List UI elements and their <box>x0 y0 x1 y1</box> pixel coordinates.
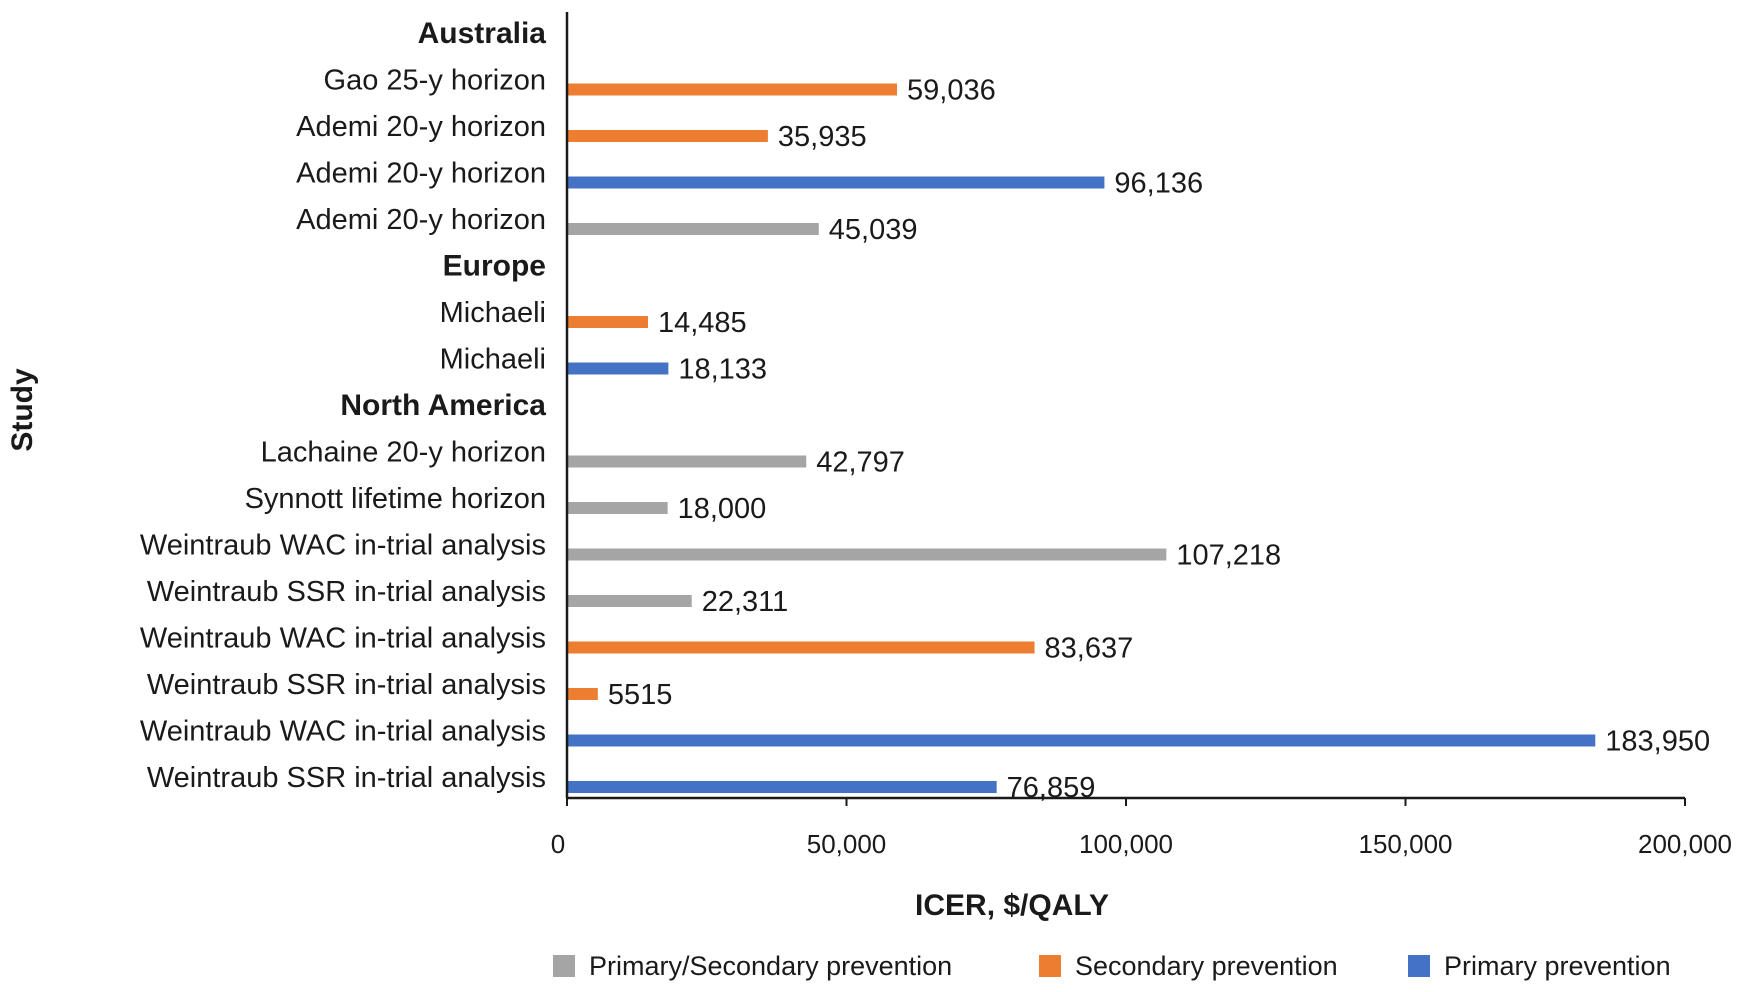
group-europe: Europe <box>443 250 546 283</box>
bar-primary-prevention <box>567 781 997 793</box>
bar-secondary-prevention <box>567 83 898 96</box>
bar-row: Gao 25-y horizon 59,036 <box>324 65 996 107</box>
legend-label: Secondary prevention <box>1075 951 1338 981</box>
value-label: 45,039 <box>829 214 918 246</box>
bar-primary-secondary-prevention <box>567 455 807 468</box>
bar-secondary-prevention <box>567 688 598 700</box>
bar-row: Weintraub SSR in-trial analysis 5515 <box>147 669 673 711</box>
value-label: 42,797 <box>816 447 905 479</box>
category-label: Ademi 20-y horizon <box>296 111 546 143</box>
bar-primary-secondary-prevention <box>567 548 1167 561</box>
bar-row: Michaeli 18,133 <box>440 344 767 386</box>
group-north-america: North America <box>340 389 546 422</box>
x-axis-title: ICER, $/QALY <box>915 889 1109 922</box>
legend-item-primary-secondary-prevention: Primary/Secondary prevention <box>553 951 952 981</box>
category-label: Michaeli <box>440 297 546 329</box>
category-label: Weintraub SSR in-trial analysis <box>147 669 546 701</box>
category-label: Weintraub WAC in-trial analysis <box>140 530 546 562</box>
category-label: Lachaine 20-y horizon <box>261 437 546 469</box>
legend-label: Primary/Secondary prevention <box>589 951 952 981</box>
x-tick-label: 100,000 <box>1079 829 1173 859</box>
bar-row: Ademi 20-y horizon 35,935 <box>296 111 866 153</box>
value-label: 183,950 <box>1605 726 1710 758</box>
bar-row: Michaeli 14,485 <box>440 297 747 339</box>
bar-secondary-prevention <box>567 130 768 142</box>
x-tick-label: 200,000 <box>1638 829 1732 859</box>
group-label: North America <box>340 389 546 422</box>
bar-row: Synnott lifetime horizon 18,000 <box>245 483 767 525</box>
value-label: 96,136 <box>1114 168 1203 200</box>
value-label: 14,485 <box>658 307 747 339</box>
x-tick-label: 50,000 <box>807 829 887 859</box>
bar-primary-prevention <box>567 362 669 375</box>
bar-secondary-prevention <box>567 316 648 328</box>
category-label: Weintraub SSR in-trial analysis <box>147 762 546 794</box>
group-australia: Australia <box>418 17 547 50</box>
y-axis-title: Study <box>6 368 39 452</box>
bar-primary-prevention <box>567 734 1596 747</box>
bar-primary-secondary-prevention <box>567 502 668 514</box>
legend-label: Primary prevention <box>1444 951 1671 981</box>
legend-swatch <box>1039 955 1061 977</box>
category-label: Michaeli <box>440 344 546 376</box>
category-label: Gao 25-y horizon <box>324 65 546 97</box>
bar-row: Weintraub WAC in-trial analysis 183,950 <box>140 716 1710 758</box>
bar-primary-secondary-prevention <box>567 595 692 607</box>
group-label: Europe <box>443 250 546 283</box>
x-tick-label: 150,000 <box>1359 829 1453 859</box>
group-label: Australia <box>418 17 547 50</box>
bar-row: Weintraub WAC in-trial analysis 83,637 <box>140 623 1133 665</box>
bar-row: Weintraub WAC in-trial analysis 107,218 <box>140 530 1281 572</box>
value-label: 22,311 <box>702 586 789 618</box>
value-label: 18,000 <box>678 493 767 525</box>
legend: Primary/Secondary prevention Secondary pr… <box>553 951 1671 981</box>
value-label: 83,637 <box>1045 633 1134 665</box>
bar-row: Weintraub SSR in-trial analysis 22,311 <box>147 576 788 618</box>
legend-item-primary-prevention: Primary prevention <box>1408 951 1671 981</box>
value-label: 35,935 <box>778 121 867 153</box>
value-label: 18,133 <box>678 354 767 386</box>
category-label: Weintraub WAC in-trial analysis <box>140 716 546 748</box>
x-axis: 0 50,000 100,000 150,000 200,000 <box>551 12 1732 859</box>
value-label: 59,036 <box>907 75 996 107</box>
value-label: 5515 <box>608 679 673 711</box>
bar-row: Ademi 20-y horizon 45,039 <box>296 204 917 246</box>
category-label: Weintraub WAC in-trial analysis <box>140 623 546 655</box>
category-label: Weintraub SSR in-trial analysis <box>147 576 546 608</box>
bar-row: Ademi 20-y horizon 96,136 <box>296 158 1203 200</box>
bar-row: Lachaine 20-y horizon 42,797 <box>261 437 905 479</box>
value-label: 107,218 <box>1176 540 1281 572</box>
bar-primary-secondary-prevention <box>567 223 819 235</box>
legend-item-secondary-prevention: Secondary prevention <box>1039 951 1338 981</box>
x-tick-label: 0 <box>551 829 565 859</box>
category-label: Synnott lifetime horizon <box>245 483 546 515</box>
chart-rows: Australia Gao 25-y horizon 59,036 Ademi 20-… <box>140 17 1710 804</box>
legend-swatch <box>553 955 575 977</box>
bar-secondary-prevention <box>567 641 1035 654</box>
legend-swatch <box>1408 955 1430 977</box>
category-label: Ademi 20-y horizon <box>296 158 546 190</box>
bar-primary-prevention <box>567 176 1105 189</box>
category-label: Ademi 20-y horizon <box>296 204 546 236</box>
